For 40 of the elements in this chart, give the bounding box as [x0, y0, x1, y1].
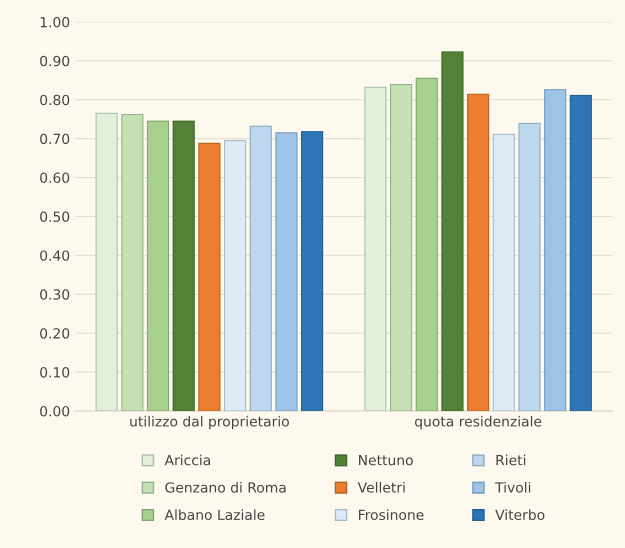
bar: [364, 86, 386, 411]
bar: [492, 134, 515, 411]
bar: [146, 120, 170, 411]
y-tick-label: 0.10: [40, 367, 70, 378]
bar: [301, 131, 324, 411]
x-tick-label: quota residenziale: [415, 416, 542, 430]
y-tick-label: 1.00: [40, 16, 70, 28]
legend-label: Genzano di Roma: [165, 482, 286, 493]
x-tick-label: utilizzo dal proprietario: [130, 416, 289, 430]
legend-label: Ariccia: [164, 454, 210, 466]
y-tick-label: 0.70: [40, 134, 70, 144]
y-tick-label: 0.30: [40, 289, 70, 300]
bar: [570, 94, 592, 411]
legend-label: Tivoli: [495, 482, 530, 493]
bar: [224, 140, 246, 411]
bar: [416, 78, 438, 411]
bar: [250, 126, 272, 411]
legend-label: Albano Laziale: [164, 509, 265, 520]
y-tick-label: 0.90: [40, 56, 70, 66]
bar: [518, 122, 541, 411]
legend-label: Frosinone: [359, 509, 424, 520]
y-tick-label: 0.00: [40, 406, 70, 416]
y-tick-label: 0.20: [40, 328, 70, 339]
legend-label: Rieti: [496, 454, 526, 466]
bar: [390, 84, 412, 411]
legend-label: Viterbo: [495, 509, 544, 520]
y-tick-label: 0.80: [40, 94, 70, 106]
bar: [121, 114, 144, 411]
bar: [198, 142, 220, 411]
y-tick-label: 0.40: [40, 250, 70, 261]
y-tick-label: 0.50: [40, 211, 70, 222]
y-tick-label: 0.60: [40, 172, 70, 184]
legend-label: Nettuno: [359, 455, 413, 466]
bar: [96, 112, 118, 411]
bar: [275, 132, 298, 411]
bar: [441, 51, 464, 411]
bar: [544, 89, 566, 411]
legend-label: Velletri: [358, 482, 405, 493]
bar: [467, 94, 490, 411]
bar: [172, 120, 195, 411]
